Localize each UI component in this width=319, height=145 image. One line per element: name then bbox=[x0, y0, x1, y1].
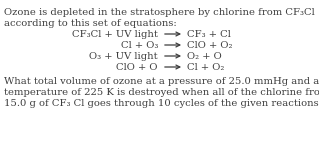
Text: Cl + O₂: Cl + O₂ bbox=[187, 63, 224, 72]
Text: O₂ + O: O₂ + O bbox=[187, 52, 222, 61]
Text: CF₃Cl + UV light: CF₃Cl + UV light bbox=[72, 30, 158, 39]
Text: ClO + O: ClO + O bbox=[116, 63, 158, 72]
Text: Cl + O₃: Cl + O₃ bbox=[121, 41, 158, 50]
Text: What total volume of ozone at a pressure of 25.0 mmHg and a: What total volume of ozone at a pressure… bbox=[4, 77, 319, 86]
Text: ClO + O₂: ClO + O₂ bbox=[187, 41, 233, 50]
Text: O₃ + UV light: O₃ + UV light bbox=[89, 52, 158, 61]
Text: CF₃ + Cl: CF₃ + Cl bbox=[187, 30, 231, 39]
Text: Ozone is depleted in the stratosphere by chlorine from CF₃Cl: Ozone is depleted in the stratosphere by… bbox=[4, 8, 315, 17]
Text: 15.0 g of CF₃ Cl goes through 10 cycles of the given reactions?: 15.0 g of CF₃ Cl goes through 10 cycles … bbox=[4, 99, 319, 108]
Text: temperature of 225 K is destroyed when all of the chlorine from: temperature of 225 K is destroyed when a… bbox=[4, 88, 319, 97]
Text: according to this set of equations:: according to this set of equations: bbox=[4, 19, 177, 28]
